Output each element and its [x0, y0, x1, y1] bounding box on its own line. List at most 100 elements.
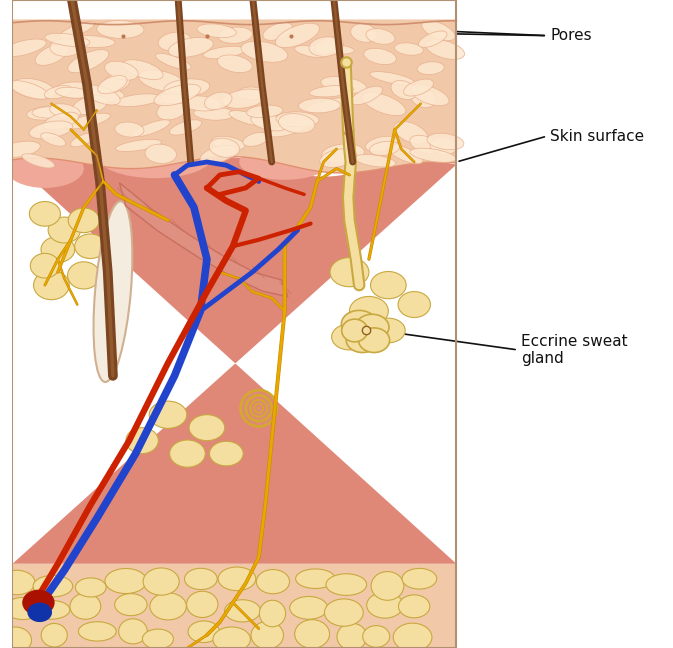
- Ellipse shape: [269, 121, 312, 137]
- Ellipse shape: [410, 85, 449, 106]
- Ellipse shape: [394, 121, 428, 144]
- Ellipse shape: [28, 603, 52, 622]
- Ellipse shape: [75, 234, 106, 259]
- Ellipse shape: [126, 428, 158, 454]
- Ellipse shape: [55, 82, 98, 98]
- Ellipse shape: [279, 113, 315, 133]
- Ellipse shape: [306, 98, 352, 113]
- Ellipse shape: [0, 627, 32, 648]
- Ellipse shape: [369, 141, 400, 156]
- Ellipse shape: [209, 138, 240, 157]
- Ellipse shape: [238, 87, 264, 99]
- Ellipse shape: [398, 292, 431, 318]
- Ellipse shape: [256, 570, 289, 594]
- Polygon shape: [119, 183, 288, 297]
- Ellipse shape: [157, 94, 188, 104]
- Ellipse shape: [181, 96, 221, 111]
- Ellipse shape: [115, 122, 144, 137]
- Ellipse shape: [355, 314, 389, 340]
- Ellipse shape: [324, 599, 363, 626]
- Ellipse shape: [101, 74, 130, 93]
- Ellipse shape: [186, 591, 218, 618]
- Ellipse shape: [50, 104, 80, 119]
- Ellipse shape: [48, 217, 81, 243]
- Ellipse shape: [393, 623, 432, 648]
- Ellipse shape: [97, 21, 144, 38]
- Ellipse shape: [425, 40, 464, 60]
- Ellipse shape: [355, 154, 396, 167]
- Ellipse shape: [69, 36, 115, 47]
- Ellipse shape: [105, 61, 138, 80]
- Ellipse shape: [0, 141, 40, 157]
- Ellipse shape: [133, 120, 170, 137]
- Ellipse shape: [154, 84, 201, 106]
- Ellipse shape: [145, 145, 176, 163]
- Ellipse shape: [32, 600, 70, 619]
- Ellipse shape: [168, 38, 213, 57]
- Ellipse shape: [366, 29, 395, 44]
- Ellipse shape: [394, 43, 423, 55]
- Ellipse shape: [240, 145, 330, 180]
- Ellipse shape: [314, 37, 343, 54]
- Ellipse shape: [143, 629, 174, 648]
- Ellipse shape: [371, 272, 406, 299]
- Ellipse shape: [321, 76, 367, 93]
- Ellipse shape: [98, 75, 127, 94]
- Ellipse shape: [143, 568, 179, 596]
- Ellipse shape: [430, 137, 457, 155]
- Ellipse shape: [157, 100, 186, 120]
- Ellipse shape: [404, 79, 433, 96]
- Ellipse shape: [0, 570, 35, 595]
- Ellipse shape: [22, 590, 55, 616]
- Ellipse shape: [341, 310, 377, 338]
- Ellipse shape: [320, 149, 357, 167]
- Ellipse shape: [332, 324, 367, 350]
- Ellipse shape: [398, 595, 430, 618]
- Ellipse shape: [71, 133, 96, 147]
- Bar: [13, 0, 456, 648]
- Ellipse shape: [118, 619, 147, 644]
- Ellipse shape: [365, 136, 398, 152]
- Ellipse shape: [197, 24, 236, 38]
- Ellipse shape: [83, 85, 120, 105]
- Ellipse shape: [311, 44, 354, 54]
- Ellipse shape: [342, 319, 367, 342]
- Ellipse shape: [139, 70, 185, 92]
- Ellipse shape: [295, 569, 335, 588]
- Ellipse shape: [50, 39, 81, 56]
- Ellipse shape: [241, 41, 288, 62]
- Ellipse shape: [59, 21, 95, 38]
- Ellipse shape: [30, 253, 59, 278]
- Ellipse shape: [229, 111, 270, 126]
- Ellipse shape: [299, 98, 341, 113]
- Ellipse shape: [275, 23, 320, 47]
- Bar: [13, 564, 456, 648]
- Ellipse shape: [55, 87, 90, 98]
- Ellipse shape: [75, 578, 106, 597]
- Ellipse shape: [346, 328, 379, 353]
- Ellipse shape: [387, 145, 423, 164]
- Ellipse shape: [68, 208, 100, 233]
- Ellipse shape: [35, 44, 69, 65]
- Ellipse shape: [30, 202, 61, 226]
- Ellipse shape: [45, 33, 90, 47]
- Ellipse shape: [184, 568, 217, 590]
- Ellipse shape: [411, 87, 436, 108]
- Ellipse shape: [295, 45, 328, 58]
- Ellipse shape: [289, 596, 328, 619]
- Ellipse shape: [115, 139, 162, 152]
- Ellipse shape: [427, 133, 464, 150]
- Ellipse shape: [41, 623, 67, 647]
- Ellipse shape: [12, 78, 55, 99]
- Ellipse shape: [90, 87, 125, 102]
- Ellipse shape: [65, 113, 110, 129]
- Ellipse shape: [309, 37, 343, 56]
- Ellipse shape: [29, 121, 73, 139]
- Ellipse shape: [367, 592, 403, 618]
- Ellipse shape: [218, 567, 256, 590]
- Ellipse shape: [158, 32, 191, 51]
- Ellipse shape: [32, 107, 67, 118]
- Ellipse shape: [410, 148, 456, 163]
- Ellipse shape: [97, 133, 213, 178]
- Ellipse shape: [33, 575, 73, 597]
